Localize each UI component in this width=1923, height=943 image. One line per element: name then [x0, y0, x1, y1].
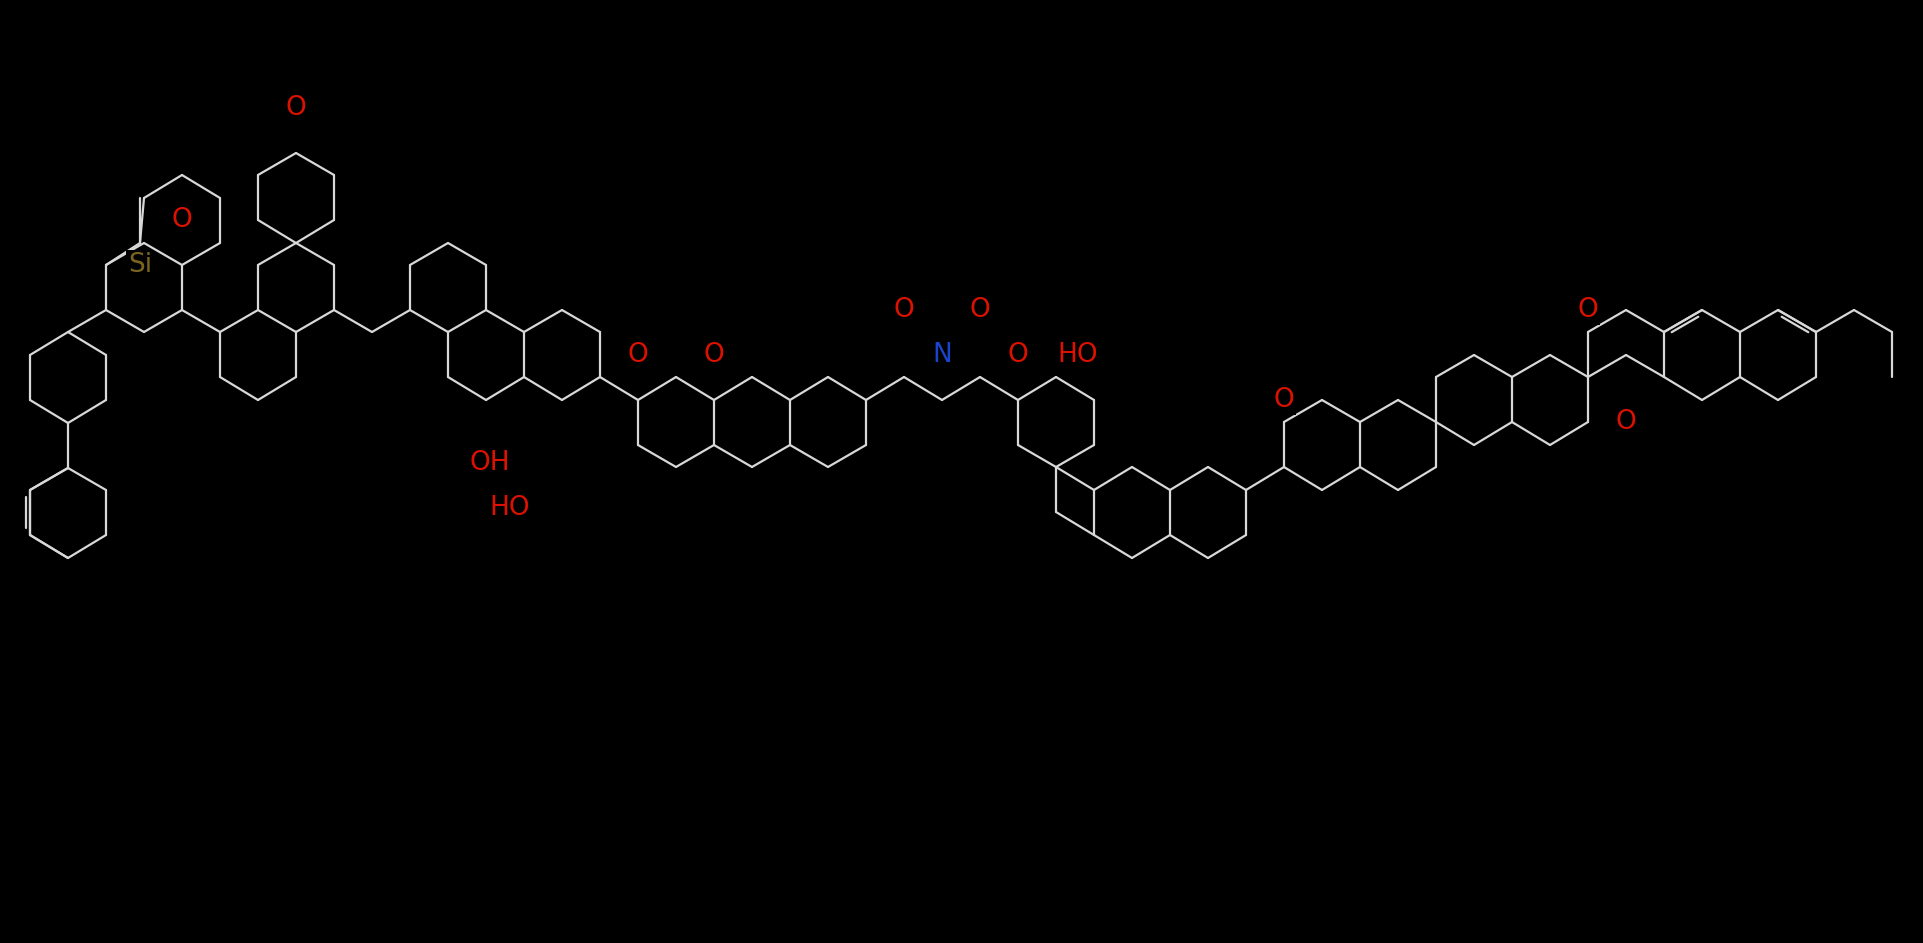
- Text: HO: HO: [490, 495, 531, 521]
- Text: OH: OH: [469, 450, 510, 476]
- Text: Si: Si: [127, 252, 152, 278]
- Text: HO: HO: [1058, 342, 1098, 368]
- Text: O: O: [1008, 342, 1027, 368]
- Text: O: O: [285, 95, 306, 121]
- Text: O: O: [1615, 409, 1636, 435]
- Text: O: O: [627, 342, 648, 368]
- Text: O: O: [969, 297, 990, 323]
- Text: O: O: [1577, 297, 1598, 323]
- Text: O: O: [171, 207, 192, 233]
- Text: O: O: [1273, 387, 1294, 413]
- Text: O: O: [892, 297, 913, 323]
- Text: N: N: [931, 342, 952, 368]
- Text: O: O: [704, 342, 723, 368]
